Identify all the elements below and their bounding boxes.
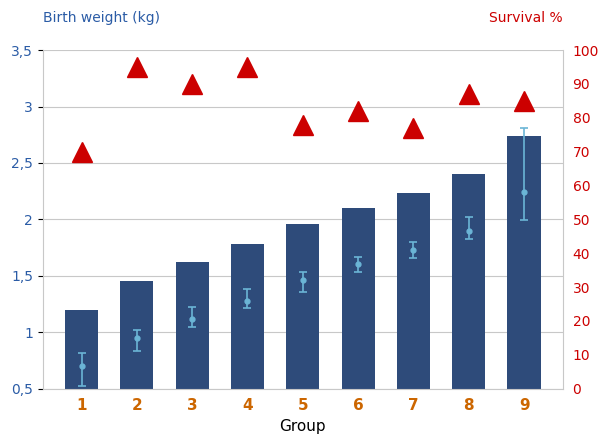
Text: Survival %: Survival % bbox=[489, 11, 563, 25]
Bar bbox=[231, 244, 264, 388]
Bar bbox=[397, 194, 430, 388]
Bar bbox=[176, 262, 209, 388]
Bar bbox=[65, 310, 98, 388]
X-axis label: Group: Group bbox=[279, 419, 326, 434]
Bar bbox=[342, 208, 375, 388]
Bar bbox=[508, 136, 540, 388]
Text: Birth weight (kg): Birth weight (kg) bbox=[43, 11, 160, 25]
Bar bbox=[286, 224, 320, 388]
Bar bbox=[452, 174, 486, 388]
Bar bbox=[120, 281, 154, 388]
